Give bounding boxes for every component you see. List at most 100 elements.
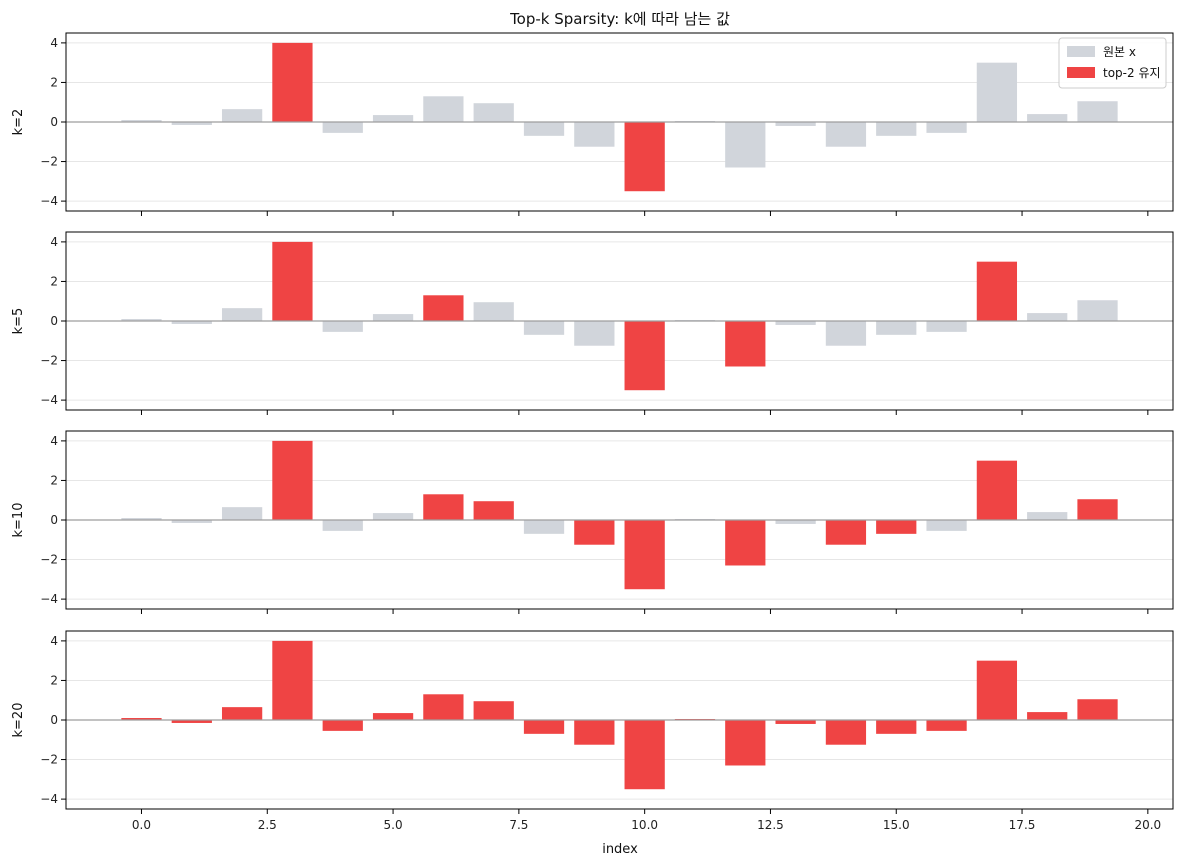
bar-original <box>372 115 414 122</box>
bar-original <box>221 109 263 122</box>
bar-original <box>876 122 917 136</box>
bar-original <box>775 321 816 325</box>
bar-kept <box>121 718 162 720</box>
bar-kept <box>825 520 867 545</box>
y-tick-label: 0 <box>50 314 58 328</box>
bar-original <box>322 321 363 332</box>
bar-kept <box>423 295 464 321</box>
bar-original <box>121 518 162 520</box>
x-tick-label: 10.0 <box>631 818 658 832</box>
bar-original <box>926 122 967 133</box>
y-tick-label: −2 <box>40 354 58 368</box>
bar-original <box>1027 313 1068 321</box>
y-tick-label: 0 <box>50 713 58 727</box>
bar-kept <box>624 520 665 590</box>
bar-original <box>121 319 162 321</box>
y-tick-label: −2 <box>40 753 58 767</box>
panel-k=10: 4 2 0 −2 −4 k=10 <box>11 430 1174 614</box>
bar-kept <box>322 720 363 731</box>
legend-label: top-2 유지 <box>1103 66 1161 80</box>
bar-kept <box>725 720 766 766</box>
panel-k=20: 4 2 0 −2 −4 0.0 2.5 5.0 7.5 10.0 12.5 15.0 17.5 20.0 k… <box>11 630 1174 832</box>
bar-kept <box>423 494 464 520</box>
bar-kept <box>423 694 464 720</box>
bar-original <box>423 96 464 122</box>
bar-kept <box>523 720 565 734</box>
y-tick-label: 0 <box>50 513 58 527</box>
legend-swatch <box>1067 46 1095 57</box>
bar-original <box>876 321 917 335</box>
bar-kept <box>372 713 414 720</box>
bar-original <box>523 520 565 534</box>
y-tick-label: −4 <box>40 393 58 407</box>
bar-kept <box>876 520 917 534</box>
x-tick-label: 20.0 <box>1134 818 1161 832</box>
y-axis-label: k=2 <box>11 109 26 136</box>
x-tick-label: 7.5 <box>509 818 528 832</box>
bar-original <box>825 122 867 147</box>
bar-kept <box>1027 712 1068 720</box>
bar-original <box>171 321 212 324</box>
y-tick-label: −4 <box>40 194 58 208</box>
bar-kept <box>775 720 816 724</box>
bar-original <box>121 120 162 122</box>
bar-kept <box>725 321 766 367</box>
x-tick-label: 5.0 <box>384 818 403 832</box>
y-tick-label: 2 <box>50 75 58 89</box>
bar-kept <box>171 720 212 723</box>
x-tick-label: 0.0 <box>132 818 151 832</box>
y-axis-label: k=20 <box>11 703 26 738</box>
bar-original <box>1077 101 1118 122</box>
bar-original <box>473 302 514 321</box>
bar-original <box>171 122 212 125</box>
x-tick-label: 17.5 <box>1009 818 1036 832</box>
bar-kept <box>976 460 1018 520</box>
bar-kept <box>825 720 867 745</box>
bar-original <box>372 314 414 321</box>
bar-kept <box>574 520 615 545</box>
bar-kept <box>473 501 514 520</box>
y-axis-label: k=10 <box>11 503 26 538</box>
x-tick-label: 15.0 <box>883 818 910 832</box>
bar-kept <box>221 707 263 720</box>
x-tick-label: 12.5 <box>757 818 784 832</box>
bar-original <box>574 321 615 346</box>
bar-original <box>775 520 816 524</box>
bar-kept <box>574 720 615 745</box>
bar-original <box>976 62 1018 122</box>
bar-kept <box>976 261 1018 321</box>
bar-original <box>221 507 263 520</box>
bar-original <box>171 520 212 523</box>
chart-title: Top-k Sparsity: k에 따라 남는 값 <box>509 10 730 28</box>
y-tick-label: −2 <box>40 155 58 169</box>
bar-original <box>775 122 816 126</box>
bar-original <box>725 122 766 168</box>
y-tick-label: −4 <box>40 792 58 806</box>
panels: 4 2 0 −2 −4 k=2 원본 x top-2 유지 4 2 0 −2 −4 k=5 4 2 0 −2 −4 k… <box>11 32 1174 832</box>
bar-kept <box>624 321 665 391</box>
x-axis-label: index <box>602 842 638 857</box>
y-tick-label: 2 <box>50 673 58 687</box>
bar-original <box>926 321 967 332</box>
bar-original <box>523 321 565 335</box>
bar-original <box>574 122 615 147</box>
y-tick-label: 2 <box>50 473 58 487</box>
bar-original <box>473 103 514 122</box>
y-tick-label: 4 <box>50 36 58 50</box>
bar-original <box>1077 300 1118 321</box>
y-tick-label: 2 <box>50 274 58 288</box>
y-tick-label: 4 <box>50 434 58 448</box>
bar-original <box>221 308 263 321</box>
legend-swatch <box>1067 67 1095 78</box>
bar-kept <box>1077 499 1118 520</box>
bar-kept <box>876 720 917 734</box>
y-tick-label: −2 <box>40 553 58 567</box>
bar-original <box>523 122 565 136</box>
y-tick-label: 4 <box>50 634 58 648</box>
bar-kept <box>624 122 665 192</box>
legend: 원본 x top-2 유지 <box>1058 37 1167 89</box>
bar-original <box>322 122 363 133</box>
bar-kept <box>272 42 313 123</box>
bar-original <box>825 321 867 346</box>
